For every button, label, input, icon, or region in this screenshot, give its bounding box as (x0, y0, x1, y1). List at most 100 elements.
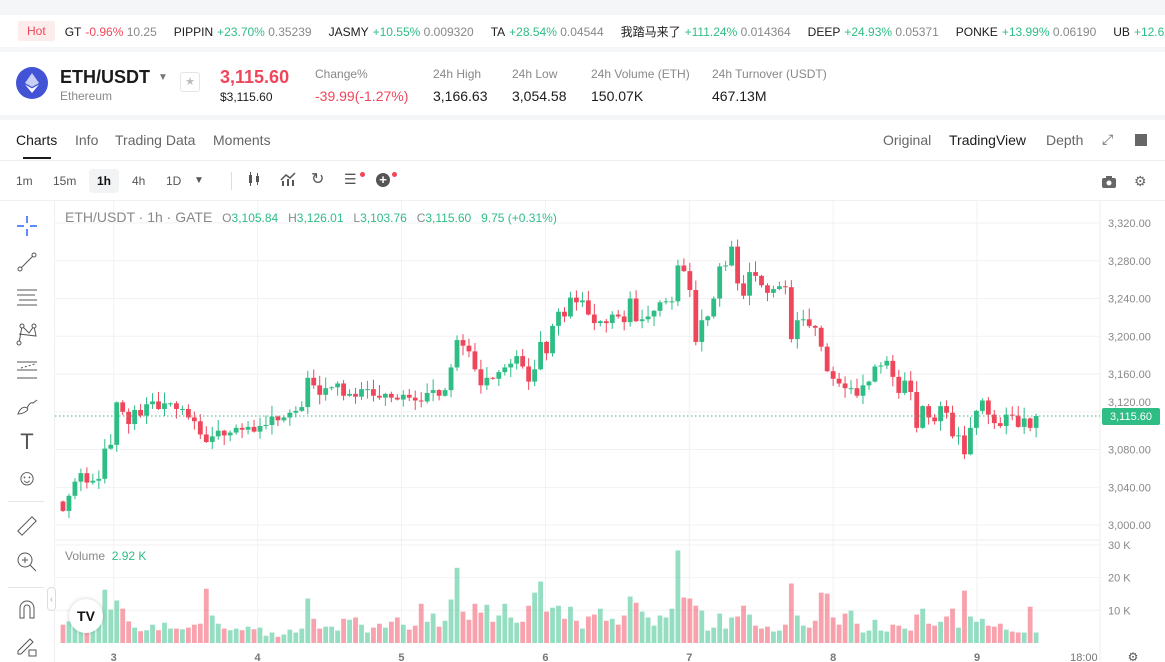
hot-badge[interactable]: Hot (18, 21, 55, 41)
volume-bar (156, 630, 161, 643)
candle-body (400, 394, 406, 400)
volume-bar (663, 617, 669, 643)
candle-type-icon[interactable] (246, 171, 262, 190)
pair-selector[interactable]: ETH/USDT ▼ (60, 67, 168, 88)
candle-body (412, 397, 418, 401)
candle-body (860, 385, 866, 396)
tab-charts[interactable]: Charts (16, 132, 58, 159)
ticker-price: 0.06190 (1052, 24, 1097, 39)
chart-panel[interactable]: 3,320.00 3,280.00 3,240.00 3,200.00 3,160.00… (47, 201, 1165, 662)
ticker-item[interactable]: JASMY +10.55% 0.009320 (329, 25, 474, 39)
volume-bar (472, 603, 478, 643)
candle-body (693, 290, 699, 342)
ticker-item[interactable]: 我踏马来了 +111.24% 0.014364 (621, 25, 791, 39)
pattern-icon[interactable] (14, 321, 40, 347)
indicators-icon[interactable] (280, 171, 296, 190)
volume-bar (209, 615, 215, 643)
view-depth[interactable]: Depth (1046, 132, 1084, 148)
volume-bar (299, 628, 305, 643)
volume-bar (759, 628, 764, 643)
volume-bar (394, 617, 400, 643)
collapse-toolbar-button[interactable]: ‹ (47, 587, 56, 611)
legend-title: ETH/USDT · 1h · GATE (65, 209, 213, 225)
emoji-icon[interactable]: ☺ (15, 465, 39, 490)
stat-value: 3,166.63 (433, 88, 488, 104)
volume-bar (788, 583, 794, 643)
volume-bar (597, 608, 603, 643)
candle-body (514, 356, 520, 364)
tab-moments[interactable]: Moments (213, 132, 271, 148)
candle-body (251, 426, 257, 432)
volume-bar (633, 602, 639, 643)
candle-body (394, 397, 400, 400)
volume-bar (454, 567, 460, 643)
candle-body (717, 266, 723, 299)
stat-label: 24h Low (512, 67, 558, 81)
layout-square-icon[interactable] (1135, 134, 1147, 146)
volume-bar (693, 605, 699, 643)
settings-gear-icon[interactable]: ⚙ (1134, 173, 1147, 189)
fullscreen-icon[interactable]: ⤢ (1102, 131, 1114, 147)
stat-label: 24h Volume (ETH) (591, 67, 690, 81)
fib-retracement-icon[interactable] (14, 357, 40, 383)
ticker-item[interactable]: TA +28.54% 0.04544 (491, 25, 604, 39)
ticker-item[interactable]: PIPPIN +23.70% 0.35239 (174, 25, 312, 39)
interval-1m[interactable]: 1m (16, 174, 33, 188)
candle-body (872, 366, 878, 382)
horizontal-lines-icon[interactable] (14, 285, 40, 311)
tab-trading-data[interactable]: Trading Data (115, 132, 196, 148)
volume-bar (585, 616, 591, 643)
axis-settings-icon[interactable]: ⚙ (1128, 650, 1139, 662)
interval-15m[interactable]: 15m (53, 174, 77, 188)
candle-body (597, 321, 603, 324)
volume-bar (538, 581, 543, 643)
camera-icon[interactable] (1102, 175, 1116, 193)
volume-bar (377, 623, 382, 643)
volume-bar (615, 624, 621, 643)
last-price-marker (1102, 407, 1160, 425)
volume-bar (353, 617, 358, 643)
candle-body (765, 285, 770, 293)
interval-more-icon[interactable]: ▼ (194, 175, 204, 186)
magnet-icon[interactable] (14, 597, 40, 623)
candle-body (920, 406, 926, 428)
add-plus-icon[interactable]: + (376, 173, 390, 187)
candle-body (418, 400, 424, 402)
ticker-item[interactable]: UB+12.62% (1113, 25, 1165, 39)
candle-body (890, 360, 896, 377)
interval-4h[interactable]: 4h (132, 174, 146, 188)
candle-body (914, 391, 920, 428)
candle-body (908, 380, 914, 392)
interval-1d[interactable]: 1D (166, 174, 182, 188)
volume-bar (591, 614, 597, 643)
candle-body (281, 417, 287, 421)
lock-drawings-icon[interactable] (14, 633, 40, 659)
tradingview-logo[interactable]: TV (69, 599, 103, 633)
view-tradingview[interactable]: TradingView (949, 132, 1027, 148)
crosshair-icon[interactable] (14, 213, 40, 239)
interval-1h[interactable]: 1h (89, 169, 120, 193)
templates-icon[interactable]: ☰ (344, 171, 357, 187)
ticker-price: 0.35239 (268, 24, 312, 39)
ticker-item[interactable]: GT -0.96% 10.25 (65, 25, 157, 39)
candle-body (335, 383, 341, 388)
candle-body (293, 410, 299, 413)
candle-body (502, 367, 508, 373)
candlestick-chart[interactable]: 3,320.00 3,280.00 3,240.00 3,200.00 3,160.00… (55, 201, 1165, 662)
ticker-item[interactable]: DEEP +24.93% 0.05371 (808, 25, 939, 39)
candle-body (591, 314, 597, 324)
trend-line-icon[interactable] (14, 249, 40, 275)
candle-body (484, 377, 490, 386)
brush-icon[interactable] (14, 393, 40, 419)
candle-body (771, 289, 776, 293)
favorite-star-icon[interactable]: ★ (180, 72, 200, 92)
replay-icon[interactable]: ↻ (311, 171, 325, 188)
view-original[interactable]: Original (883, 132, 932, 148)
ticker-item[interactable]: PONKE +13.99% 0.06190 (956, 25, 1096, 39)
candle-body (985, 400, 991, 415)
volume-bar (508, 617, 514, 643)
tab-info[interactable]: Info (75, 132, 99, 148)
zoom-in-icon[interactable] (14, 549, 40, 575)
text-tool-icon[interactable]: T (20, 429, 34, 454)
ruler-icon[interactable] (14, 513, 40, 539)
